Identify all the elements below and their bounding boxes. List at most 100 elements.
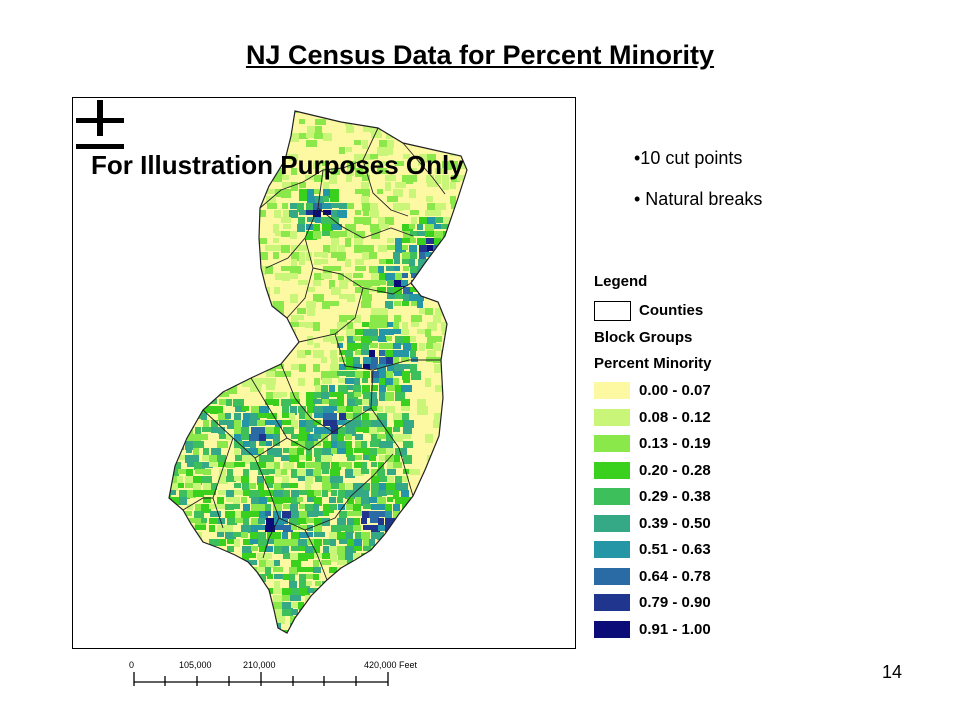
block-group <box>482 182 492 187</box>
legend-class-label: 0.64 - 0.78 <box>639 567 711 585</box>
block-group <box>354 392 361 397</box>
block-group <box>259 434 266 442</box>
block-group <box>337 609 344 615</box>
block-group <box>338 602 349 610</box>
block-group <box>178 581 189 588</box>
block-group <box>419 553 428 562</box>
block-group <box>489 378 498 383</box>
block-group <box>394 301 401 306</box>
block-group <box>227 518 237 525</box>
block-group <box>355 434 363 440</box>
block-group <box>219 469 226 476</box>
block-group <box>307 497 314 502</box>
block-group <box>289 518 300 525</box>
block-group <box>235 329 241 335</box>
block-group <box>169 224 172 231</box>
block-group <box>154 434 164 442</box>
block-group <box>362 322 370 327</box>
block-group <box>203 98 209 106</box>
block-group <box>369 399 378 407</box>
block-group <box>241 581 252 587</box>
block-group <box>363 455 370 460</box>
block-group <box>298 616 308 624</box>
block-group <box>155 560 161 566</box>
block-group <box>426 357 437 362</box>
block-group <box>337 532 346 540</box>
block-group <box>459 210 467 217</box>
block-group <box>281 231 292 237</box>
block-group <box>378 490 387 496</box>
block-group <box>339 294 350 299</box>
block-group <box>227 98 236 105</box>
block-group <box>363 217 371 225</box>
block-group <box>410 539 416 547</box>
block-group <box>361 196 369 205</box>
block-group <box>187 336 196 344</box>
block-group <box>386 483 396 490</box>
block-group <box>323 111 332 114</box>
block-group <box>194 462 205 470</box>
block-group <box>323 413 333 421</box>
block-group <box>179 329 187 334</box>
block-group <box>329 301 339 306</box>
block-group <box>211 399 217 404</box>
block-group <box>481 217 491 223</box>
block-group <box>299 364 306 372</box>
block-group <box>402 259 412 264</box>
block-group <box>489 119 495 124</box>
block-group <box>490 175 496 180</box>
block-group <box>155 364 165 372</box>
block-group <box>178 406 189 415</box>
block-group <box>171 350 178 356</box>
block-group <box>154 287 160 292</box>
block-group <box>354 245 363 253</box>
block-group <box>258 413 268 418</box>
scale-label-0: 0 <box>129 660 134 670</box>
block-group <box>234 371 242 378</box>
block-group <box>210 322 218 327</box>
block-group <box>226 322 236 329</box>
block-group <box>307 287 315 292</box>
block-group <box>489 609 500 614</box>
block-group <box>227 525 233 534</box>
block-group <box>418 602 427 608</box>
block-group <box>274 168 284 176</box>
block-group <box>194 350 201 357</box>
block-group <box>274 483 284 492</box>
block-group <box>490 315 496 323</box>
block-group <box>234 637 241 642</box>
block-group <box>226 476 236 482</box>
block-group <box>329 280 335 289</box>
block-group <box>346 329 356 338</box>
block-group <box>361 616 368 621</box>
block-group <box>386 371 393 378</box>
block-group <box>337 630 345 633</box>
block-group <box>155 329 161 335</box>
block-group <box>435 308 443 316</box>
block-group <box>387 630 395 633</box>
block-group <box>243 567 252 575</box>
block-group <box>186 574 192 579</box>
block-group <box>178 350 188 355</box>
block-group <box>339 147 345 154</box>
block-group <box>387 462 396 470</box>
block-group <box>282 595 292 601</box>
block-group <box>394 420 403 427</box>
block-group <box>219 133 228 142</box>
block-group <box>393 644 399 650</box>
block-group <box>201 343 212 351</box>
block-group <box>481 511 489 518</box>
block-group <box>371 357 378 365</box>
legend-swatch <box>594 435 630 452</box>
block-group <box>458 252 464 259</box>
block-group <box>307 588 316 593</box>
block-group <box>217 644 224 650</box>
block-group <box>307 308 315 316</box>
block-group <box>377 448 387 454</box>
block-group <box>322 476 330 485</box>
block-group <box>241 602 252 610</box>
block-group <box>435 217 445 223</box>
block-group <box>155 595 162 602</box>
block-group <box>387 98 395 106</box>
block-group <box>315 217 323 223</box>
